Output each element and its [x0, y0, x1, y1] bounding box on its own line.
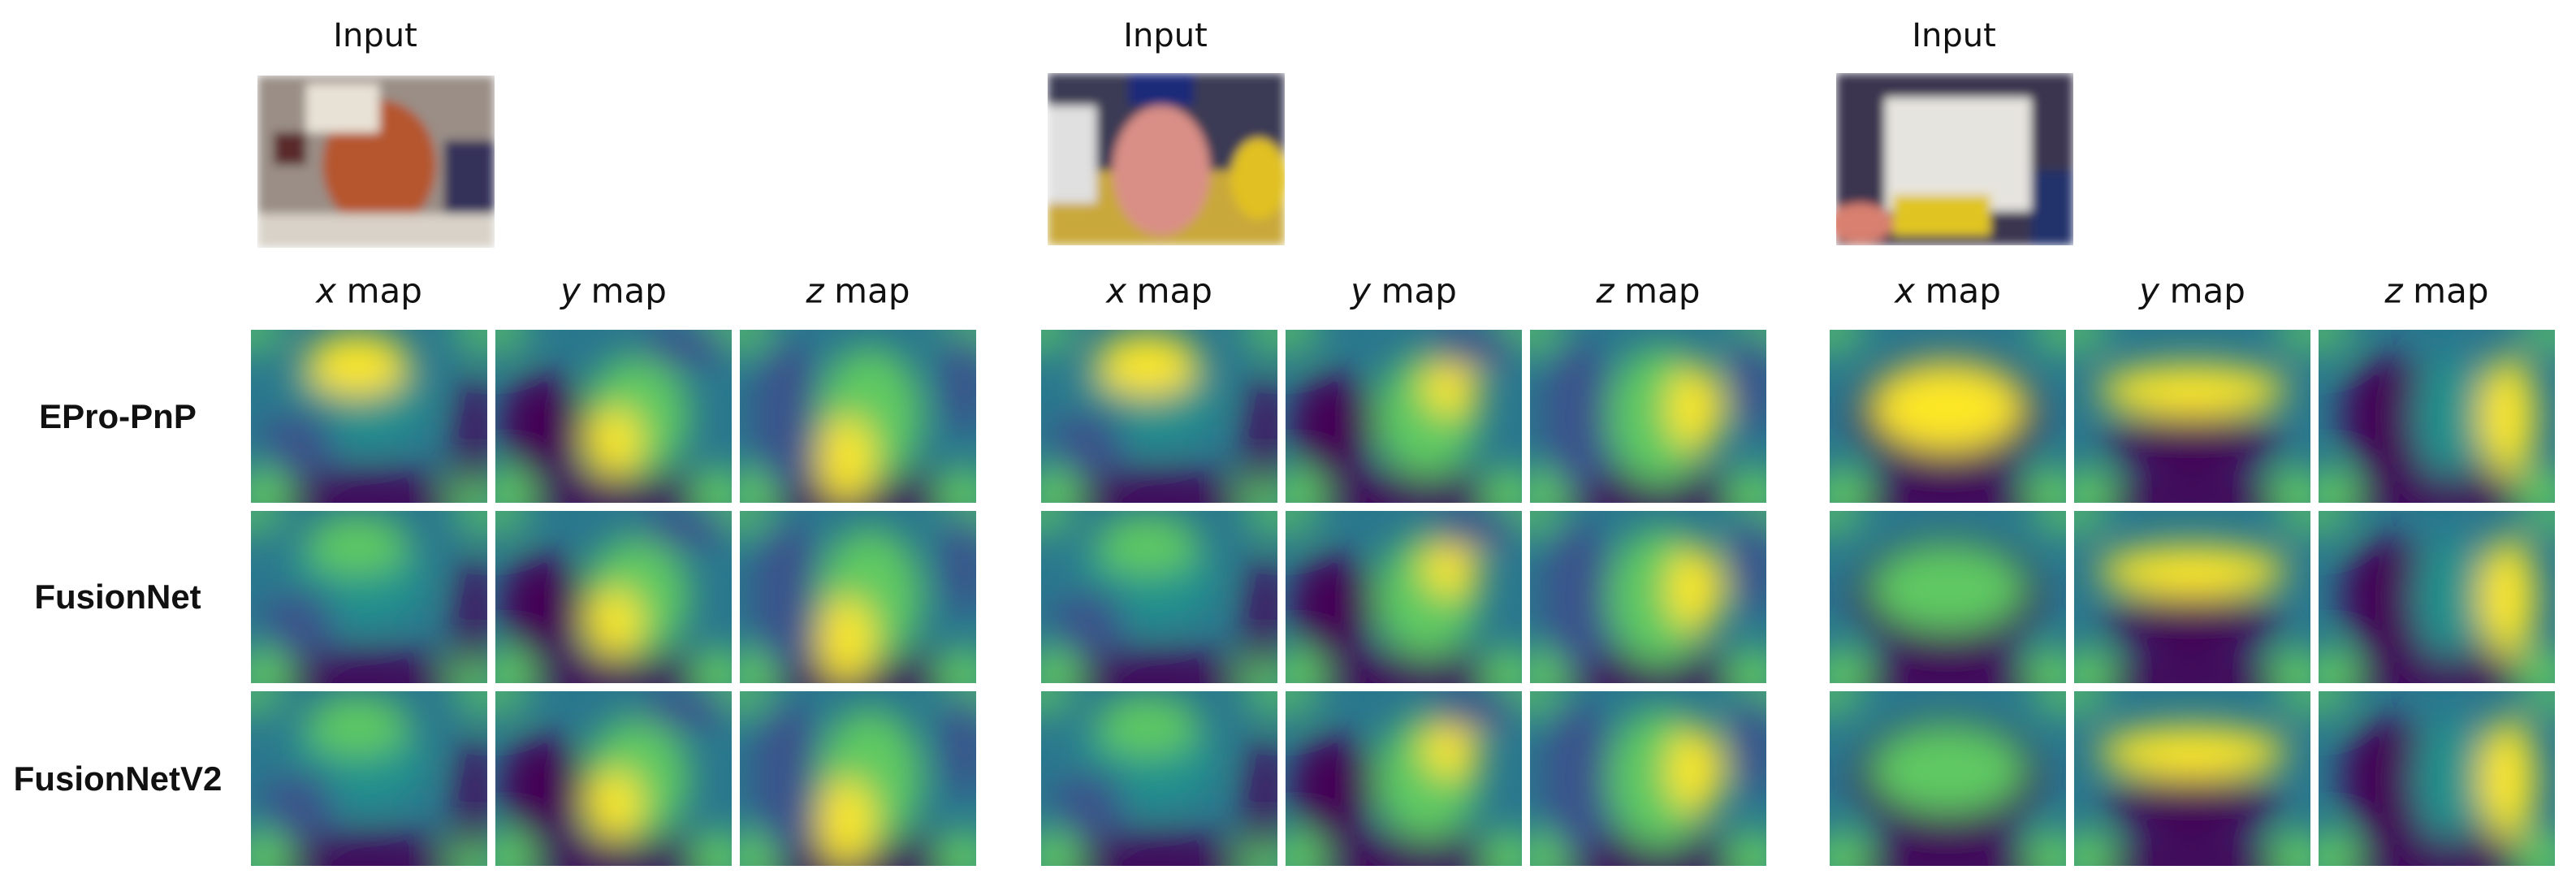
map-var: x [316, 270, 336, 311]
heatmap [1830, 691, 2066, 866]
row-label: FusionNet [34, 578, 201, 616]
map-word: map [2413, 270, 2489, 311]
heatmap [1286, 330, 1522, 503]
map-label: y map [560, 271, 667, 311]
heatmap [251, 330, 487, 503]
map-var: z [806, 270, 824, 311]
heatmap [1830, 511, 2066, 683]
map-word: map [590, 270, 667, 311]
heatmap [2074, 691, 2310, 866]
map-word: map [1381, 270, 1457, 311]
input-image [1048, 73, 1285, 245]
map-label: z map [2385, 271, 2489, 311]
map-var: z [2384, 270, 2403, 311]
map-var: y [560, 270, 581, 311]
heatmap [740, 330, 976, 503]
map-word: map [1925, 270, 2001, 311]
heatmap [495, 330, 732, 503]
heatmap [1830, 330, 2066, 503]
map-var: x [1106, 270, 1126, 311]
heatmap [1041, 511, 1277, 683]
heatmap [1041, 330, 1277, 503]
heatmap [2319, 511, 2555, 683]
input-label: Input [1912, 17, 1996, 54]
map-word: map [2169, 270, 2245, 311]
heatmap [251, 691, 487, 866]
heatmap [2319, 330, 2555, 503]
row-label: EPro-PnP [39, 396, 197, 435]
map-label: x map [1106, 271, 1212, 311]
heatmap [740, 691, 976, 866]
map-label: y map [1351, 271, 1457, 311]
heatmap [2074, 511, 2310, 683]
map-label: x map [316, 271, 422, 311]
map-label: z map [1597, 271, 1701, 311]
map-word: map [834, 270, 910, 311]
map-word: map [1136, 270, 1212, 311]
heatmap [2319, 691, 2555, 866]
map-var: x [1895, 270, 1915, 311]
heatmap [1530, 511, 1766, 683]
map-label: y map [2139, 271, 2245, 311]
map-var: z [1596, 270, 1614, 311]
heatmap [495, 511, 732, 683]
input-label: Input [1123, 17, 1208, 54]
map-var: y [1351, 270, 1371, 311]
map-label: x map [1895, 271, 2001, 311]
map-var: y [2139, 270, 2159, 311]
heatmap [495, 691, 732, 866]
heatmap [251, 511, 487, 683]
map-word: map [346, 270, 422, 311]
map-label: z map [806, 271, 910, 311]
heatmap [1530, 330, 1766, 503]
row-label: FusionNetV2 [13, 759, 223, 798]
input-image [257, 76, 495, 248]
map-word: map [1624, 270, 1701, 311]
heatmap [740, 511, 976, 683]
heatmap [1041, 691, 1277, 866]
heatmap [2074, 330, 2310, 503]
input-image [1836, 73, 2073, 245]
heatmap [1286, 511, 1522, 683]
heatmap [1286, 691, 1522, 866]
heatmap [1530, 691, 1766, 866]
input-label: Input [333, 17, 417, 54]
